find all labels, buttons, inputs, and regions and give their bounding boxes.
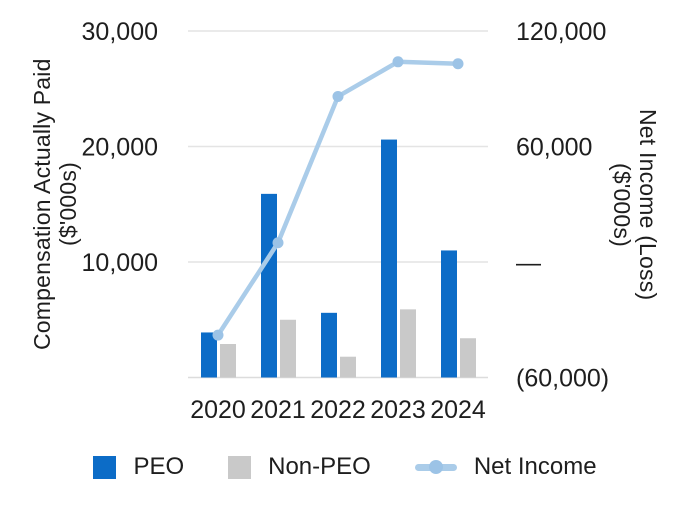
peo-bar-2022 [321,312,337,378]
right-axis-title-line2: ($'000s) [609,162,635,247]
left-axis-tick: 10,000 [82,249,158,277]
x-axis-label-2023: 2023 [370,396,426,424]
net-income-line-icon [414,460,457,474]
left-axis-title: Compensation Actually Paid ($'000s) [29,31,81,378]
non-peo-bar-2024 [460,338,476,378]
x-axis-label-2021: 2021 [250,396,306,424]
right-axis-tick: 60,000 [516,134,592,162]
peo-bar-2020 [201,332,217,378]
legend-label-peo: PEO [133,453,185,480]
net-income-point-2023 [392,56,404,68]
net-income-point-2024 [452,58,464,70]
right-axis-title-line1: Net Income (Loss) [635,108,661,301]
non-peo-bar-2020 [220,344,236,378]
peo-bar-2021 [261,193,277,378]
peo-swatch-icon [93,455,117,479]
peo-bar-2023 [381,139,397,378]
net-income-point-2021 [272,237,284,249]
right-axis-tick: (60,000) [516,365,609,393]
legend-label-non-peo: Non-PEO [268,453,371,480]
non-peo-swatch-icon [228,455,252,479]
right-axis-title: Net Income (Loss) ($'000s) [609,31,661,378]
left-axis-tick: 20,000 [82,134,158,162]
non-peo-bar-2023 [400,309,416,378]
legend-item-non-peo: Non-PEO [228,453,371,481]
net-income-line [215,59,461,338]
right-axis-tick: 120,000 [516,18,606,46]
net-income-point-2020 [212,329,224,341]
peo-bar-2024 [441,250,457,378]
x-axis-label-2022: 2022 [310,396,366,424]
legend: PEO Non-PEO Net Income [0,442,690,492]
net-income-point-icon [428,460,443,474]
legend-item-net-income: Net Income [414,453,597,481]
x-axis-label-2020: 2020 [190,396,246,424]
x-axis-label-2024: 2024 [430,396,486,424]
non-peo-bar-2022 [340,356,356,378]
left-axis-tick: 30,000 [82,18,158,46]
net-income-point-2022 [332,90,344,102]
non-peo-bar-2021 [280,319,296,378]
legend-label-net-income: Net Income [473,453,597,480]
left-axis-title-line1: Compensation Actually Paid [29,58,55,351]
left-axis-title-line2: ($'000s) [55,162,81,247]
right-axis-tick: — [516,249,541,277]
legend-item-peo: PEO [93,453,184,481]
